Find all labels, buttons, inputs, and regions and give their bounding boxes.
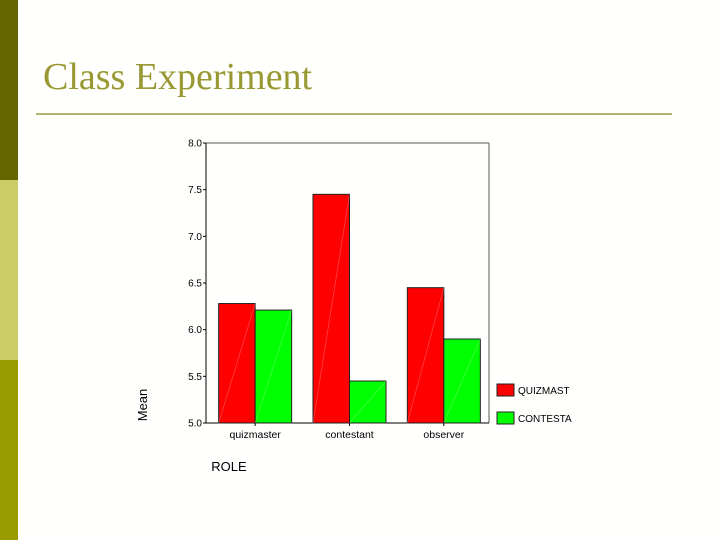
sidebar-segment-mid xyxy=(0,360,18,540)
bar-contesta-quizmaster xyxy=(254,309,293,424)
bar-diagonal-artifact xyxy=(254,309,293,424)
y-axis-title: Mean xyxy=(135,389,150,422)
bar-quizmast-contestant xyxy=(312,193,350,424)
y-tick-label: 7.5 xyxy=(188,185,202,196)
slide-title: Class Experiment xyxy=(43,56,313,98)
x-tick-label: contestant xyxy=(325,429,374,441)
legend-swatch-quizmast xyxy=(496,383,515,397)
x-tick-label: observer xyxy=(423,429,464,441)
y-tick-label: 5.0 xyxy=(188,419,202,430)
bar-contesta-contestant xyxy=(349,380,387,424)
y-tick-label: 5.5 xyxy=(188,372,202,383)
sidebar-segment-dark xyxy=(0,0,18,180)
bar-contesta-observer xyxy=(443,338,481,424)
y-tick-label: 8.0 xyxy=(188,139,202,150)
y-tick-label: 6.5 xyxy=(188,279,202,290)
sidebar-segment-light xyxy=(0,180,18,360)
bar-diagonal-artifact xyxy=(349,380,387,424)
bar-diagonal-artifact xyxy=(312,194,350,424)
bar-diagonal-artifact xyxy=(218,303,256,424)
title-underline xyxy=(36,113,672,115)
bar-diagonal-artifact xyxy=(443,338,481,424)
legend-label-quizmast: QUIZMAST xyxy=(518,386,570,397)
y-tick-label: 6.0 xyxy=(188,325,202,336)
x-tick-label: quizmaster xyxy=(229,429,281,441)
y-tick-label: 7.0 xyxy=(188,232,202,243)
legend-label-contesta: CONTESTA xyxy=(518,414,572,425)
legend-swatch-contesta xyxy=(496,411,515,425)
bar-diagonal-artifact xyxy=(406,287,445,424)
x-axis-title: ROLE xyxy=(211,459,247,474)
bar-quizmast-observer xyxy=(406,287,445,424)
